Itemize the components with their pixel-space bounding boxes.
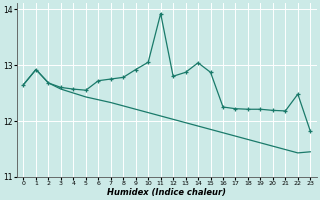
X-axis label: Humidex (Indice chaleur): Humidex (Indice chaleur)	[108, 188, 226, 197]
